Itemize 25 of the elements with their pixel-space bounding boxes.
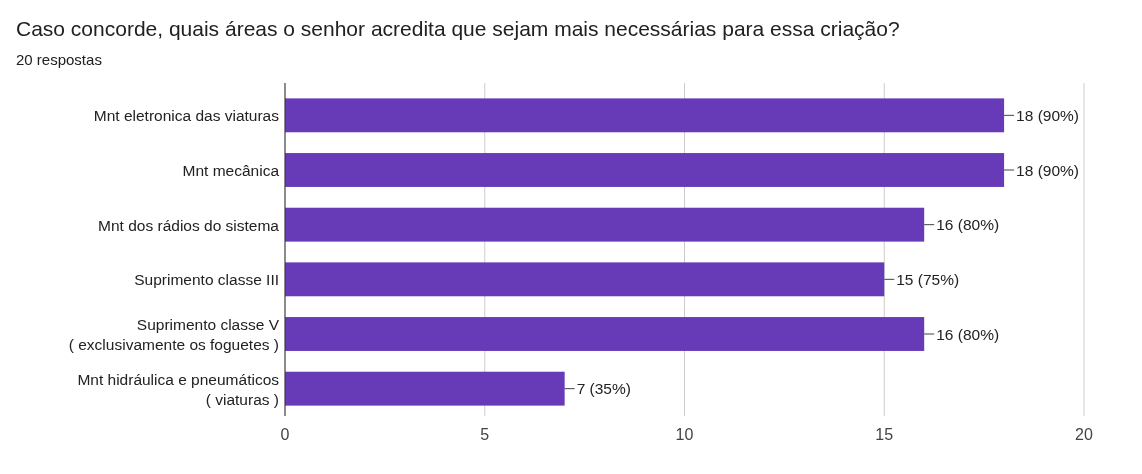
x-tick-label: 20 [1075,426,1093,443]
x-tick-label: 15 [875,426,894,443]
y-tick-label: Mnt dos rádios do sistema [98,216,280,234]
data-label: 18 (90%) [1016,161,1080,179]
data-label: 7 (35%) [576,380,631,398]
data-label: 15 (75%) [896,270,960,288]
y-tick-label: Suprimento classe V ( exclusivamente os foguetes ) [68,315,280,353]
y-tick-label: Mnt hidráulica e pneumáticos ( viaturas ) [77,370,280,408]
y-tick-label: Mnt eletronica das viaturas [93,106,280,124]
x-tick-label: 5 [480,426,490,443]
bar [285,207,925,242]
bar [285,98,1005,133]
y-tick-label: Mnt mecânica [182,161,280,179]
bar [285,262,885,297]
text: 20 respostas [16,51,102,68]
data-label: 16 (80%) [936,325,1000,343]
x-tick-label: 0 [280,426,290,443]
bar [285,371,565,406]
x-tick-label: 10 [675,426,694,443]
y-tick-label: Suprimento classe III [134,270,279,288]
bar [285,153,1005,187]
bar [285,317,925,351]
chart-title: Caso concorde, quais áreas o senhor acredita que sejam mais necessárias para essa criação? [16,17,900,40]
data-label: 18 (90%) [1016,106,1080,124]
data-label: 16 (80%) [936,216,1000,234]
